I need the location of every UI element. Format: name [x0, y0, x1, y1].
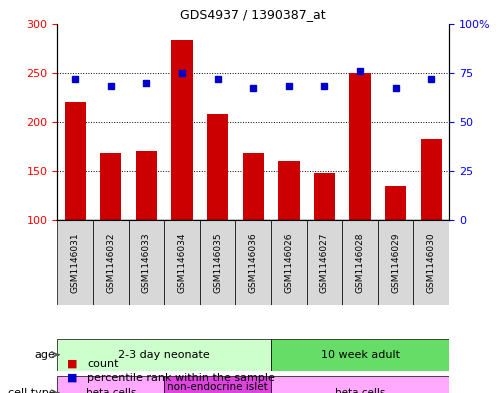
- Bar: [349, 73, 371, 220]
- Text: GSM1146033: GSM1146033: [142, 232, 151, 293]
- Bar: [171, 40, 193, 220]
- Text: beta cells: beta cells: [86, 388, 136, 393]
- Text: ■: ■: [67, 358, 78, 369]
- Text: GSM1146032: GSM1146032: [106, 232, 115, 292]
- Bar: [207, 114, 229, 220]
- Bar: [307, 220, 342, 305]
- Bar: [164, 376, 271, 393]
- Bar: [421, 138, 442, 220]
- Text: GSM1146027: GSM1146027: [320, 232, 329, 292]
- Bar: [342, 220, 378, 305]
- Text: ■: ■: [67, 373, 78, 383]
- Text: GSM1146026: GSM1146026: [284, 232, 293, 292]
- Bar: [57, 376, 164, 393]
- Text: 2-3 day neonate: 2-3 day neonate: [118, 350, 210, 360]
- Text: GSM1146035: GSM1146035: [213, 232, 222, 293]
- Text: cell type: cell type: [8, 388, 55, 393]
- Bar: [378, 220, 414, 305]
- Bar: [314, 173, 335, 220]
- Text: GSM1146030: GSM1146030: [427, 232, 436, 293]
- Text: GSM1146029: GSM1146029: [391, 232, 400, 292]
- Text: 10 week adult: 10 week adult: [320, 350, 400, 360]
- Title: GDS4937 / 1390387_at: GDS4937 / 1390387_at: [181, 8, 326, 21]
- Bar: [136, 151, 157, 220]
- Bar: [271, 220, 307, 305]
- Text: count: count: [87, 358, 119, 369]
- Bar: [414, 220, 449, 305]
- Text: age: age: [35, 350, 55, 360]
- Bar: [164, 220, 200, 305]
- Text: non-endocrine islet
cells: non-endocrine islet cells: [167, 382, 268, 393]
- Text: GSM1146028: GSM1146028: [356, 232, 365, 292]
- Bar: [236, 220, 271, 305]
- Bar: [100, 153, 121, 220]
- Bar: [200, 220, 236, 305]
- Bar: [243, 153, 264, 220]
- Bar: [129, 220, 164, 305]
- Text: GSM1146031: GSM1146031: [71, 232, 80, 293]
- Text: beta cells: beta cells: [335, 388, 385, 393]
- Text: GSM1146036: GSM1146036: [249, 232, 258, 293]
- Bar: [64, 102, 86, 220]
- Bar: [385, 185, 406, 220]
- Bar: [93, 220, 129, 305]
- Bar: [271, 339, 449, 371]
- Bar: [57, 220, 93, 305]
- Text: GSM1146034: GSM1146034: [178, 232, 187, 292]
- Bar: [278, 161, 299, 220]
- Bar: [57, 339, 271, 371]
- Bar: [271, 376, 449, 393]
- Text: percentile rank within the sample: percentile rank within the sample: [87, 373, 275, 383]
